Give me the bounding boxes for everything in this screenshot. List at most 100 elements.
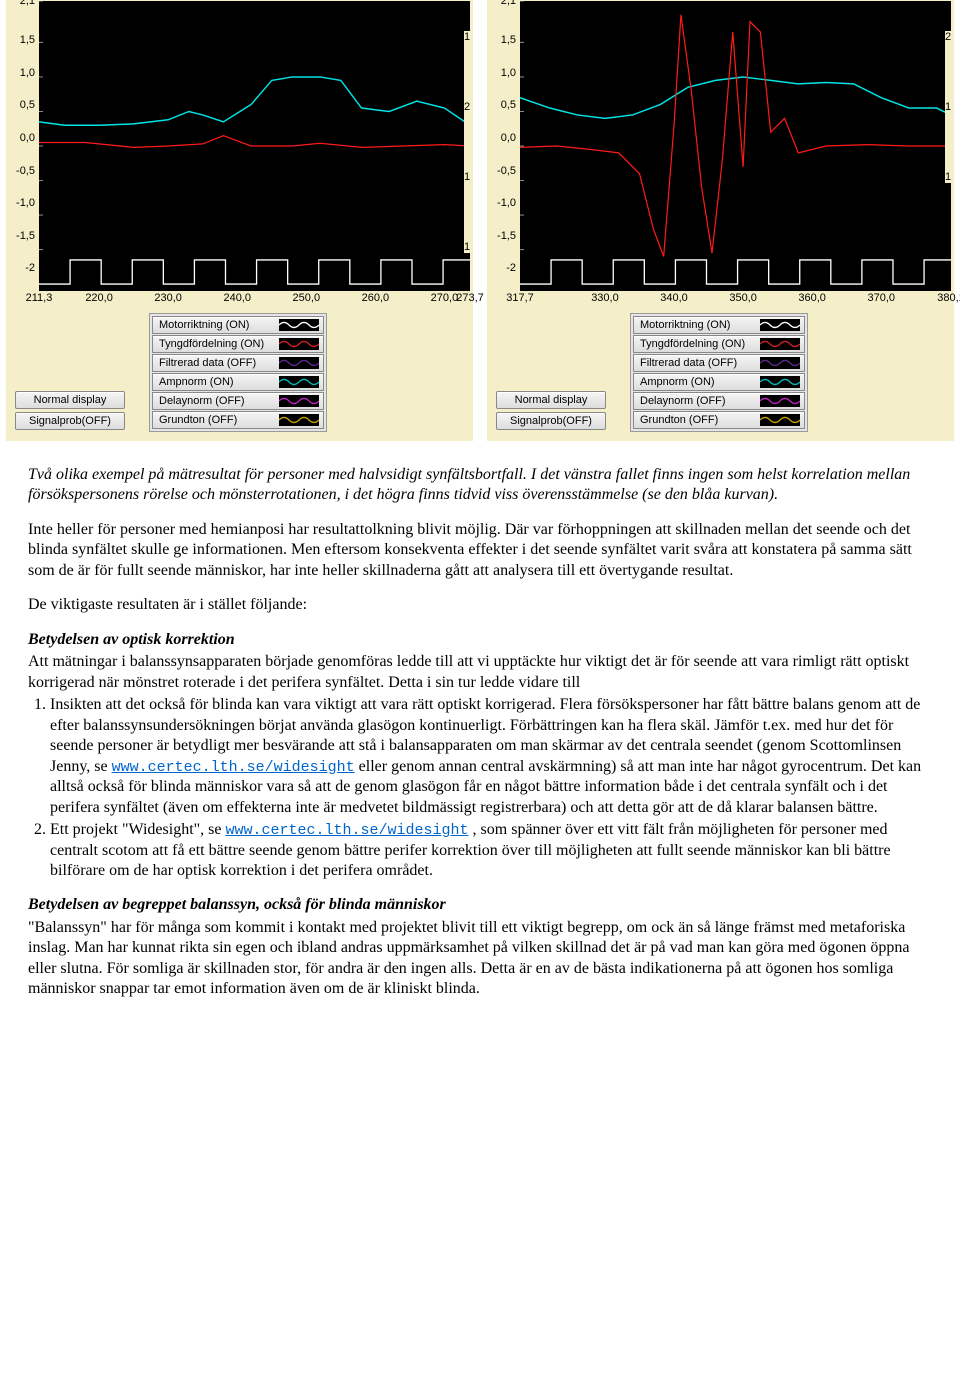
signal-toggle-button[interactable]: Tyngdfördelning (ON) [152, 335, 324, 353]
signal-toggle-button[interactable]: Filtrerad data (OFF) [152, 354, 324, 372]
signal-toggle-label: Delaynorm (OFF) [640, 394, 726, 408]
y-tick-label: 0,0 [488, 133, 516, 144]
y-tick-label: 0,5 [7, 100, 35, 111]
cyan-trace [520, 77, 951, 118]
wave-icon [279, 338, 319, 350]
signal-toggle-button[interactable]: Grundton (OFF) [633, 411, 805, 429]
signal-toggle-button[interactable]: Filtrerad data (OFF) [633, 354, 805, 372]
wave-icon [279, 376, 319, 388]
x-tick-label: 273,7 [456, 292, 484, 304]
red-trace [39, 136, 470, 148]
panel-controls: Normal display Signalprob(OFF) Motorriktni… [7, 307, 472, 440]
signal-toggle-button[interactable]: Motorriktning (ON) [633, 316, 805, 334]
y-tick-label: 2,1 [7, 0, 35, 7]
display-mode-button[interactable]: Normal display [15, 391, 125, 409]
y-tick-label: -1,0 [488, 198, 516, 209]
y-tick-label: 1,5 [488, 35, 516, 46]
plot-svg [520, 1, 951, 291]
y-tick-label: 0,0 [7, 133, 35, 144]
signal-toggle-button[interactable]: Grundton (OFF) [152, 411, 324, 429]
wave-icon [279, 357, 319, 369]
display-mode-button[interactable]: Signalprob(OFF) [15, 412, 125, 430]
chart-panel-left: 2,11,51,00,50,0-0,5-1,0-1,5-21211211,3 22… [6, 0, 473, 441]
signal-toggle-label: Tyngdfördelning (ON) [159, 337, 264, 351]
wave-icon [760, 319, 800, 331]
x-tick-label: 250,0 [293, 292, 321, 304]
y-tick-label: -1,5 [488, 231, 516, 242]
y-tick-label: 1,0 [7, 68, 35, 79]
signal-toggle-label: Ampnorm (ON) [159, 375, 234, 389]
x-axis-labels: 317,7330,0340,0350,0360,0370,0380,1 [520, 291, 951, 307]
figure-caption: Två olika exempel på mätresultat för per… [28, 465, 932, 506]
y-tick-label: 0,5 [488, 100, 516, 111]
x-tick-label: 317,7 [506, 292, 534, 304]
signal-toggle-label: Ampnorm (ON) [640, 375, 715, 389]
x-tick-label: 270,0 [431, 292, 459, 304]
signal-toggle-label: Filtrerad data (OFF) [640, 356, 737, 370]
wave-icon [279, 319, 319, 331]
y-tick-label: 1,5 [7, 35, 35, 46]
x-tick-label: 340,0 [660, 292, 688, 304]
wave-icon [760, 376, 800, 388]
signal-toggle-button[interactable]: Ampnorm (ON) [152, 373, 324, 391]
y-tick-label: -1,0 [7, 198, 35, 209]
x-tick-label: 211,3 [26, 292, 53, 304]
paragraph: Att mätningar i balanssynsapparaten börj… [28, 652, 932, 693]
signal-toggle-button[interactable]: Delaynorm (OFF) [633, 392, 805, 410]
chart-plot: 2,11,51,00,50,0-0,5-1,0-1,5-21211 [39, 1, 470, 291]
signal-toggle-label: Filtrerad data (OFF) [159, 356, 256, 370]
signal-toggle-label: Tyngdfördelning (ON) [640, 337, 745, 351]
signal-toggle-button[interactable]: Ampnorm (ON) [633, 373, 805, 391]
list-item: Insikten att det också för blinda kan va… [50, 695, 932, 818]
x-tick-label: 360,0 [798, 292, 826, 304]
x-tick-label: 230,0 [154, 292, 182, 304]
wave-icon [760, 338, 800, 350]
y-tick-label: -1,5 [7, 231, 35, 242]
signal-toggle-button[interactable]: Motorriktning (ON) [152, 316, 324, 334]
x-tick-label: 380,1 [937, 292, 960, 304]
x-tick-label: 350,0 [729, 292, 757, 304]
paragraph: De viktigaste resultaten är i stället fö… [28, 595, 932, 615]
plot-svg [39, 1, 470, 291]
right-edge-numbers: 1211 [464, 31, 472, 253]
signal-toggle-label: Grundton (OFF) [640, 413, 718, 427]
chart-plot: 2,11,51,00,50,0-0,5-1,0-1,5-2211 [520, 1, 951, 291]
chart-panel-right: 2,11,51,00,50,0-0,5-1,0-1,5-2211317,7330… [487, 0, 954, 441]
y-tick-label: -0,5 [7, 166, 35, 177]
section-heading: Betydelsen av begreppet balanssyn, också… [28, 895, 932, 915]
display-mode-button[interactable]: Signalprob(OFF) [496, 412, 606, 430]
y-tick-label: -0,5 [488, 166, 516, 177]
signal-toggle-label: Motorriktning (ON) [640, 318, 730, 332]
right-edge-numbers: 211 [945, 31, 953, 183]
y-tick-label: 2,1 [488, 0, 516, 7]
panel-controls: Normal display Signalprob(OFF) Motorriktni… [488, 307, 953, 440]
y-tick-label: -2 [488, 263, 516, 274]
figure-row: 2,11,51,00,50,0-0,5-1,0-1,5-21211211,322… [0, 0, 960, 451]
wave-icon [760, 414, 800, 426]
y-tick-label: 1,0 [488, 68, 516, 79]
signal-toggle-button[interactable]: Tyngdfördelning (ON) [633, 335, 805, 353]
x-tick-label: 220,0 [85, 292, 113, 304]
section-heading: Betydelsen av optisk korrektion [28, 630, 932, 650]
ordered-list: Insikten att det också för blinda kan va… [50, 695, 932, 881]
display-mode-button[interactable]: Normal display [496, 391, 606, 409]
signal-toggle-button[interactable]: Delaynorm (OFF) [152, 392, 324, 410]
document-body: Två olika exempel på mätresultat för per… [0, 451, 960, 1016]
square-wave-trace [39, 260, 470, 284]
link-widesight[interactable]: www.certec.lth.se/widesight [226, 822, 469, 839]
paragraph: Inte heller för personer med hemianposi … [28, 520, 932, 581]
signal-toggle-label: Motorriktning (ON) [159, 318, 249, 332]
signal-toggle-label: Delaynorm (OFF) [159, 394, 245, 408]
list-item: Ett projekt "Widesight", se www.certec.l… [50, 820, 932, 881]
wave-icon [279, 395, 319, 407]
x-tick-label: 370,0 [867, 292, 895, 304]
x-tick-label: 260,0 [362, 292, 390, 304]
signal-toggle-label: Grundton (OFF) [159, 413, 237, 427]
x-tick-label: 330,0 [591, 292, 619, 304]
wave-icon [760, 395, 800, 407]
wave-icon [279, 414, 319, 426]
paragraph: "Balanssyn" har för många som kommit i k… [28, 918, 932, 1000]
x-tick-label: 240,0 [223, 292, 251, 304]
red-trace [520, 15, 951, 257]
link-widesight[interactable]: www.certec.lth.se/widesight [112, 759, 355, 776]
